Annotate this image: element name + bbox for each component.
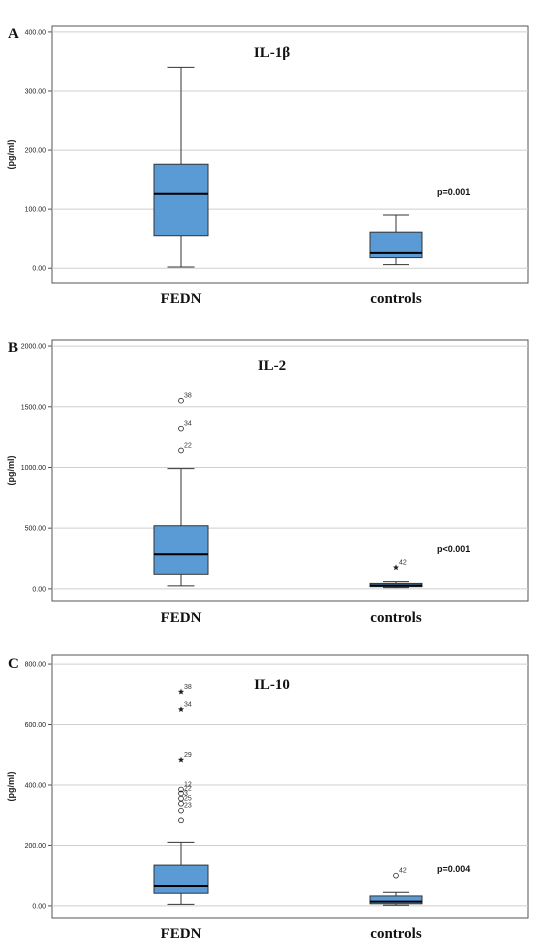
y-tick-label: 400.00 — [25, 782, 47, 789]
category-label: controls — [370, 291, 422, 307]
outlier-circle — [393, 872, 399, 879]
y-tick-label: 0.00 — [32, 266, 46, 273]
panel-letter: A — [8, 26, 19, 42]
y-tick-label: 800.00 — [25, 662, 47, 669]
category-label: FEDN — [161, 926, 202, 942]
box-controls — [369, 214, 423, 266]
category-label: FEDN — [161, 291, 202, 307]
panel-title: IL-2 — [258, 358, 286, 374]
outlier-label: 34 — [184, 701, 192, 708]
panel-b: 0.00 500.00 1000.00 1500.00 2000.00 (pg/ml) B I… — [6, 339, 529, 626]
y-axis-label: (pg/ml) — [6, 456, 16, 486]
y-tick-label: 200.00 — [25, 843, 47, 850]
y-tick-label: 200.00 — [25, 148, 47, 155]
box-fedn: 38 34 22 — [153, 393, 209, 587]
category-label: FEDN — [161, 610, 202, 626]
p-value: p<0.001 — [437, 544, 470, 554]
outlier-label: 12 — [184, 782, 192, 789]
y-tick-label: 500.00 — [25, 526, 47, 533]
outlier-circle — [178, 795, 184, 802]
panel-title: IL-1β — [254, 45, 290, 61]
category-label: controls — [370, 926, 422, 942]
outlier-label: 42 — [399, 868, 407, 875]
panel-a: 0.00 100.00 200.00 300.00 400.00 (pg/ml) A IL-1… — [6, 25, 529, 307]
p-value: p=0.004 — [437, 864, 470, 874]
outlier-circle — [178, 807, 184, 814]
outlier-label: 29 — [184, 752, 192, 759]
outlier-label: 22 — [184, 442, 192, 449]
y-tick-label: 600.00 — [25, 722, 47, 729]
y-tick-label: 1500.00 — [21, 404, 46, 411]
box-fedn — [153, 66, 209, 268]
y-tick-label: 100.00 — [25, 207, 47, 214]
outlier-star — [392, 564, 400, 571]
p-value: p=0.001 — [437, 187, 470, 197]
y-tick-label: 2000.00 — [21, 344, 46, 351]
iqr-box — [153, 864, 209, 894]
iqr-box — [153, 525, 209, 575]
outlier-label: 34 — [184, 421, 192, 428]
y-tick-label: 400.00 — [25, 29, 47, 36]
outlier-star — [177, 706, 185, 712]
panel-c: 0.00 200.00 400.00 600.00 800.00 (pg/ml) C IL-1… — [6, 654, 529, 942]
outlier-circle — [178, 397, 184, 404]
outlier-circle — [178, 786, 184, 793]
outlier-circle — [178, 800, 184, 807]
outlier-circle — [178, 817, 184, 824]
outlier-circle — [178, 425, 184, 432]
plot-frame — [51, 339, 529, 602]
outlier-label: 38 — [184, 684, 192, 691]
category-label: controls — [370, 610, 422, 626]
outlier-circle — [178, 447, 184, 454]
outlier-label: 22 — [184, 785, 192, 792]
panel-letter: B — [8, 340, 18, 356]
y-tick-label: 0.00 — [32, 903, 46, 910]
plot-frame — [51, 654, 529, 919]
outlier-label: 38 — [184, 393, 192, 400]
iqr-box — [153, 163, 209, 237]
y-axis-label: (pg/ml) — [6, 140, 16, 170]
outlier-star — [177, 688, 185, 695]
outlier-label: 23 — [184, 803, 192, 810]
box-controls: 42 — [369, 868, 423, 906]
y-axis-label: (pg/ml) — [6, 772, 16, 802]
panel-letter: C — [8, 656, 19, 672]
outlier-label: 25 — [184, 796, 192, 803]
y-tick-label: 1000.00 — [21, 465, 46, 472]
box-controls: 42 — [369, 560, 423, 589]
outlier-star — [177, 756, 185, 763]
y-tick-label: 300.00 — [25, 88, 47, 95]
outlier-label: 3 — [184, 791, 188, 798]
y-tick-label: 0.00 — [32, 586, 46, 593]
iqr-box — [369, 895, 423, 905]
outlier-label: 42 — [399, 560, 407, 567]
plot-frame — [51, 25, 529, 284]
panel-title: IL-10 — [254, 677, 290, 693]
